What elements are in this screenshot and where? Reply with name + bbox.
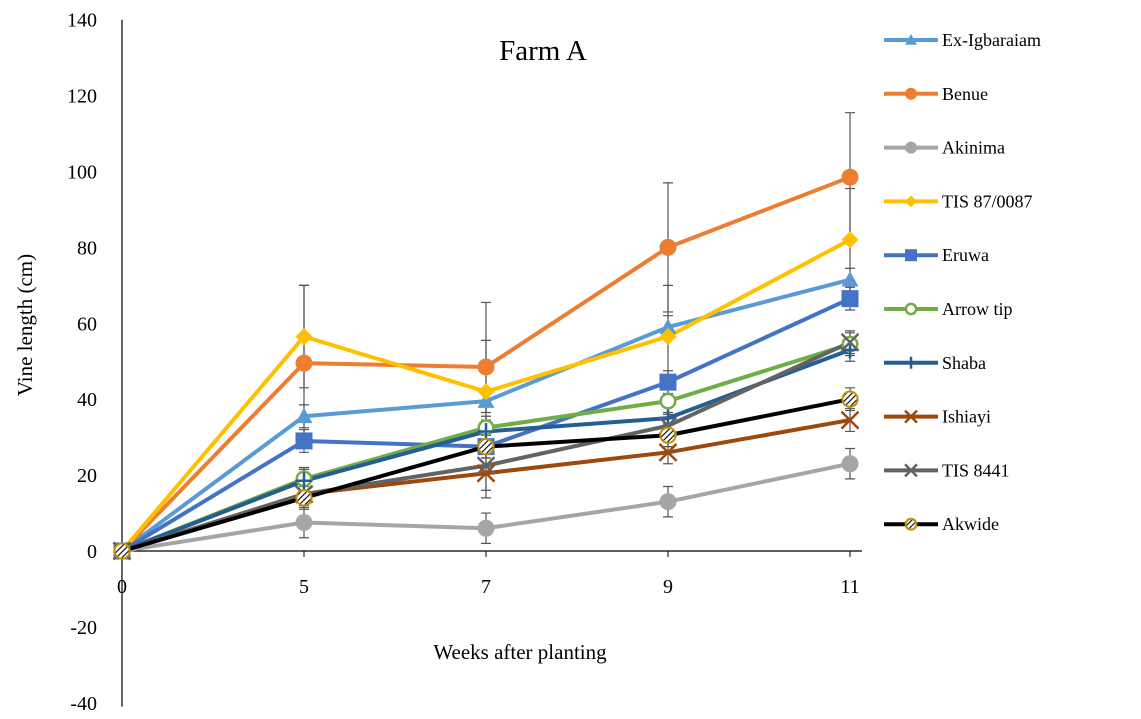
chart-title: Farm A xyxy=(499,35,587,67)
legend-marker-akwide xyxy=(904,517,918,531)
data-point-akwide xyxy=(477,437,495,456)
data-point-ex-igbaraiam xyxy=(295,407,313,424)
legend-marker-ex-igbaraiam xyxy=(905,34,917,45)
x-axis-title: Weeks after planting xyxy=(433,640,607,664)
y-tick-label: 40 xyxy=(77,389,97,411)
legend-label-ex-igbaraiam: Ex-Igbaraiam xyxy=(942,30,1041,50)
data-point-tis-8441 xyxy=(840,332,860,352)
legend-marker-tis-87-0087 xyxy=(905,195,917,208)
series-markers xyxy=(112,168,860,561)
legend-marker-arrow-tip xyxy=(904,302,918,316)
legend-marker-akinima xyxy=(905,141,917,154)
data-point-benue xyxy=(659,238,677,256)
data-point-arrow-tip xyxy=(659,392,677,410)
data-point-eruwa xyxy=(841,290,859,308)
y-tick-label: 20 xyxy=(77,465,97,487)
data-point-ex-igbaraiam xyxy=(841,271,859,287)
data-point-akinima xyxy=(295,514,313,532)
data-point-akwide xyxy=(841,390,859,408)
data-point-akinima xyxy=(477,519,495,537)
data-point-shaba xyxy=(841,341,859,359)
legend-label-benue: Benue xyxy=(942,84,988,104)
legend-label-tis-87-0087: TIS 87/0087 xyxy=(942,191,1033,211)
data-point-akwide xyxy=(295,489,313,507)
legend: Ex-Igbaraiam Benue Akinima TIS 87/0087 Eruwa… xyxy=(884,30,1041,534)
data-point-eruwa xyxy=(659,373,677,391)
data-point-tis-8441 xyxy=(476,456,496,475)
x-tick-label: 7 xyxy=(481,576,491,598)
legend-label-akwide: Akwide xyxy=(942,514,999,534)
x-tick-label: 11 xyxy=(840,576,859,598)
y-tick-label: 120 xyxy=(67,86,97,108)
legend-marker-ishiayi xyxy=(904,409,918,424)
data-point-shaba xyxy=(659,409,677,427)
legend-label-arrow-tip: Arrow tip xyxy=(942,299,1013,319)
legend-marker-eruwa xyxy=(905,249,917,262)
y-tick-label: -20 xyxy=(70,617,97,639)
legend-marker-shaba xyxy=(905,356,917,369)
y-axis-title: Vine length (cm) xyxy=(13,254,37,396)
data-point-benue xyxy=(295,354,313,372)
legend-label-ishiayi: Ishiayi xyxy=(942,407,991,427)
y-tick-label: 100 xyxy=(67,162,97,184)
data-point-tis-87-0087 xyxy=(659,328,677,346)
x-tick-label: 9 xyxy=(663,576,673,598)
legend-label-eruwa: Eruwa xyxy=(942,245,989,265)
data-point-shaba xyxy=(477,422,495,440)
legend-marker-tis-8441 xyxy=(904,463,918,478)
data-point-ishiayi xyxy=(658,442,678,462)
data-point-eruwa xyxy=(295,432,313,450)
axes: -40 -20 0 20 40 60 80 100 120 140 0 5 7 9 11 xyxy=(67,10,862,715)
legend-label-shaba: Shaba xyxy=(942,353,986,373)
data-point-benue xyxy=(841,168,859,186)
y-tick-label: 0 xyxy=(87,541,97,563)
data-point-akwide xyxy=(659,426,677,444)
legend-label-akinima: Akinima xyxy=(942,138,1005,158)
legend-marker-benue xyxy=(905,87,917,100)
data-point-ex-igbaraiam xyxy=(477,392,495,408)
y-tick-label: 60 xyxy=(77,313,97,335)
y-tick-label: 80 xyxy=(77,237,97,259)
data-point-tis-87-0087 xyxy=(295,328,313,346)
legend-label-tis-8441: TIS 8441 xyxy=(942,460,1010,480)
x-tick-label: 0 xyxy=(117,576,127,598)
data-point-akwide xyxy=(113,542,131,560)
data-point-tis-87-0087 xyxy=(477,383,495,401)
x-tick-label: 5 xyxy=(299,576,309,598)
data-point-ishiayi xyxy=(476,463,496,483)
data-point-tis-87-0087 xyxy=(841,231,859,249)
data-point-ishiayi xyxy=(840,410,860,430)
data-point-benue xyxy=(477,358,495,376)
y-tick-label: -40 xyxy=(70,693,97,715)
data-point-ex-igbaraiam xyxy=(659,318,677,334)
y-tick-label: 140 xyxy=(67,10,97,32)
data-point-akinima xyxy=(659,493,677,511)
data-point-akinima xyxy=(841,455,859,473)
data-point-shaba xyxy=(295,472,313,490)
